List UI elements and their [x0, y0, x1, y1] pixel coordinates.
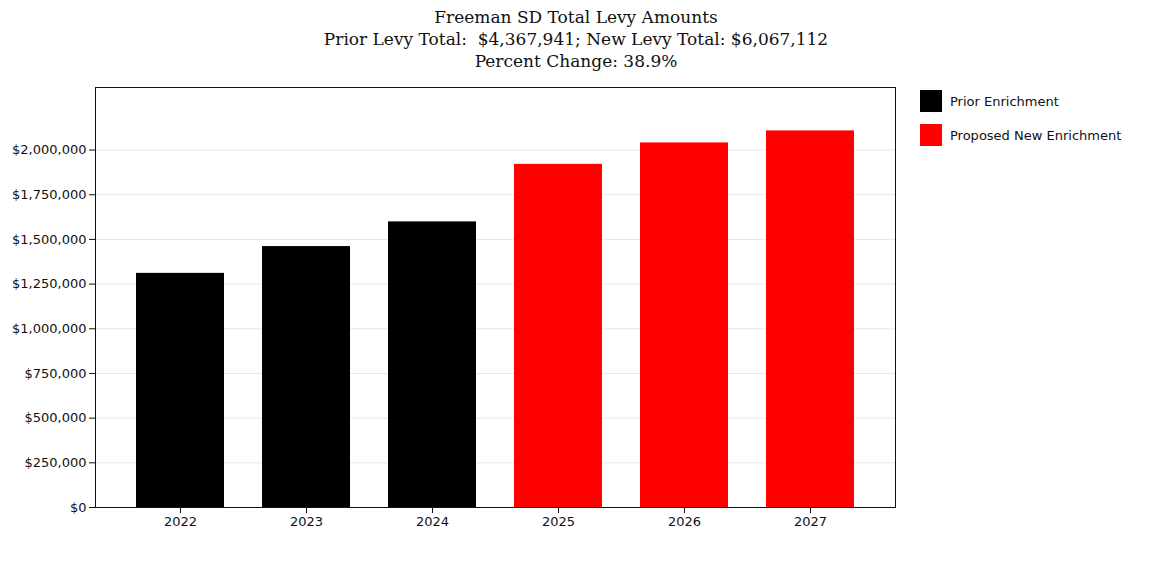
- svg-text:$0: $0: [70, 500, 87, 515]
- html-text:Prior Enrichment: Prior Enrichment: [950, 93, 1059, 109]
- svg-text:2023: 2023: [290, 514, 323, 529]
- svg-text:2026: 2026: [668, 514, 701, 529]
- svg-text:2024: 2024: [416, 514, 449, 529]
- svg-text:$1,750,000: $1,750,000: [12, 187, 86, 202]
- html-text:Percent Change: 38.9%: Percent Change: 38.9%: [474, 51, 678, 72]
- svg-text:$1,500,000: $1,500,000: [12, 232, 86, 247]
- svg-text:$1,000,000: $1,000,000: [12, 321, 86, 336]
- svg-text:2027: 2027: [794, 514, 827, 529]
- html-text:Prior Levy Total: $4,367,941;: Prior Levy Total: $4,367,941; New Levy T…: [323, 29, 829, 50]
- svg-text:$2,000,000: $2,000,000: [12, 142, 86, 157]
- svg-text:$500,000: $500,000: [24, 411, 86, 426]
- html-text:Proposed New Enrichment: Proposed New Enrichment: [950, 127, 1122, 143]
- svg-text:2022: 2022: [164, 514, 197, 529]
- svg-text:$750,000: $750,000: [24, 366, 86, 381]
- svg-text:2025: 2025: [542, 514, 575, 529]
- svg-text:$1,250,000: $1,250,000: [12, 277, 86, 292]
- html-text:Freeman SD Total Levy Amounts: Freeman SD Total Levy Amounts: [434, 7, 718, 27]
- svg-text:$250,000: $250,000: [24, 455, 86, 470]
